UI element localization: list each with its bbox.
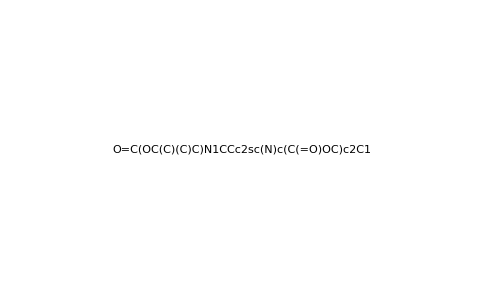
Text: O=C(OC(C)(C)C)N1CCc2sc(N)c(C(=O)OC)c2C1: O=C(OC(C)(C)C)N1CCc2sc(N)c(C(=O)OC)c2C1 [112,145,372,155]
